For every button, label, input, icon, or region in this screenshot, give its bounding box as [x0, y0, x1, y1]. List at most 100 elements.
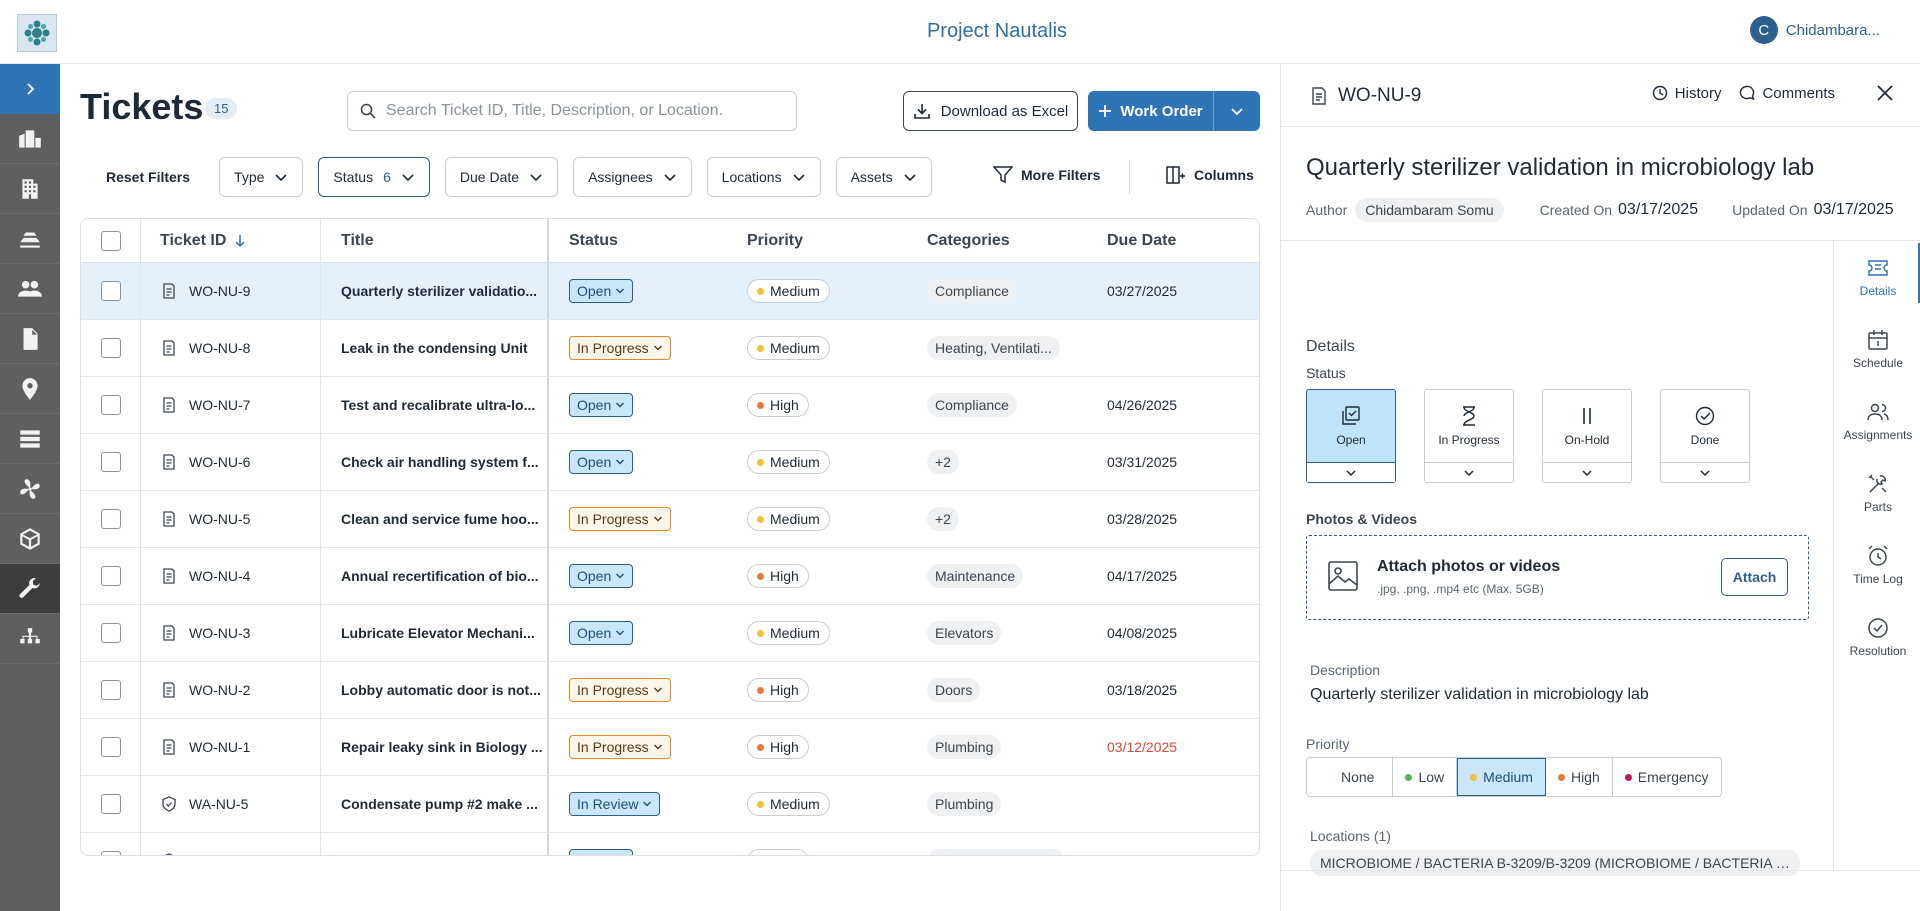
row-checkbox[interactable]: [100, 509, 121, 529]
sidebar-item-buildings[interactable]: [0, 114, 60, 164]
status-badge[interactable]: In Progress: [569, 507, 671, 531]
table-row[interactable]: WO-NU-9 Quarterly sterilizer validatio...…: [81, 263, 1259, 320]
priority-badge[interactable]: Medium: [747, 450, 830, 474]
search-box[interactable]: [347, 91, 797, 131]
ticket-title[interactable]: Condensate pump #2 make ...: [321, 776, 549, 832]
ticket-title[interactable]: Check air handling system f...: [321, 434, 549, 490]
column-status[interactable]: Status: [569, 231, 618, 249]
status-tile-on-hold[interactable]: On-Hold: [1542, 389, 1632, 483]
locations-filter[interactable]: Locations: [706, 157, 821, 197]
priority-badge[interactable]: High: [747, 735, 809, 759]
table-row[interactable]: WO-NU-3 Lubricate Elevator Mechani... Open…: [81, 605, 1259, 662]
status-badge[interactable]: Open: [569, 621, 634, 645]
ticket-id-cell[interactable]: WO-NU-8: [141, 320, 321, 376]
table-row[interactable]: WA-NU-5 Condensate pump #2 make ... In Rev…: [81, 776, 1259, 833]
ticket-title[interactable]: Leak in the condensing Unit: [321, 320, 549, 376]
row-checkbox[interactable]: [100, 794, 121, 814]
ticket-id-cell[interactable]: WO-NU-7: [141, 377, 321, 433]
column-due-date[interactable]: Due Date: [1107, 231, 1177, 249]
attach-button[interactable]: Attach: [1721, 558, 1788, 596]
row-checkbox[interactable]: [100, 737, 121, 757]
reset-filters-button[interactable]: Reset Filters: [106, 169, 191, 185]
search-input[interactable]: [386, 102, 786, 120]
priority-badge[interactable]: Medium: [747, 279, 830, 303]
status-badge[interactable]: Open: [569, 849, 634, 855]
ticket-title[interactable]: Clean and service fume hoo...: [321, 491, 549, 547]
sidebar-item-locations[interactable]: [0, 364, 60, 414]
ticket-title[interactable]: Lubricate Elevator Mechani...: [321, 605, 549, 661]
status-badge[interactable]: Open: [569, 279, 634, 303]
ticket-id-cell[interactable]: WO-NU-4: [141, 548, 321, 604]
column-categories[interactable]: Categories: [927, 231, 1010, 249]
row-checkbox[interactable]: [100, 452, 121, 472]
status-badge[interactable]: Open: [569, 564, 634, 588]
status-badge[interactable]: In Review: [569, 792, 661, 816]
rail-tab-details[interactable]: Details: [1835, 241, 1920, 313]
priority-option-medium[interactable]: Medium: [1457, 758, 1546, 796]
ticket-id-cell[interactable]: WO-NU-5: [141, 491, 321, 547]
table-row[interactable]: WO-NU-1 Repair leaky sink in Biology ... I…: [81, 719, 1259, 776]
sidebar-item-documents[interactable]: [0, 314, 60, 364]
table-row[interactable]: WO-NU-6 Check air handling system f... Ope…: [81, 434, 1259, 491]
close-icon[interactable]: [1875, 83, 1895, 103]
status-in-progress-dropdown[interactable]: [1425, 462, 1513, 482]
select-all-checkbox[interactable]: [100, 230, 121, 251]
column-title[interactable]: Title: [321, 219, 549, 262]
priority-option-none[interactable]: None: [1307, 758, 1394, 796]
ticket-id-cell[interactable]: WO-NU-1: [141, 719, 321, 775]
priority-badge[interactable]: Medium: [747, 336, 830, 360]
row-checkbox[interactable]: [100, 281, 121, 301]
columns-button[interactable]: Columns: [1166, 166, 1254, 184]
history-button[interactable]: History: [1652, 85, 1721, 102]
table-row[interactable]: WO-NU-5 Clean and service fume hoo... In P…: [81, 491, 1259, 548]
priority-badge[interactable]: Medium: [747, 792, 830, 816]
row-checkbox[interactable]: [100, 395, 121, 415]
sidebar-item-people[interactable]: [0, 264, 60, 314]
priority-badge[interactable]: High: [747, 678, 809, 702]
priority-badge[interactable]: High: [747, 849, 809, 855]
rail-tab-assignments[interactable]: Assignments: [1835, 385, 1920, 457]
table-row[interactable]: WO-NU-8 Leak in the condensing Unit In Pro…: [81, 320, 1259, 377]
priority-option-high[interactable]: High: [1546, 758, 1613, 796]
app-logo[interactable]: [17, 14, 57, 52]
attach-dropzone[interactable]: Attach photos or videos .jpg, .png, .mp4…: [1306, 535, 1809, 620]
priority-option-emergency[interactable]: Emergency: [1613, 758, 1721, 796]
status-badge[interactable]: In Progress: [569, 735, 671, 759]
sidebar-expand-button[interactable]: [0, 64, 60, 114]
ticket-title[interactable]: Lobby automatic door is not...: [321, 662, 549, 718]
ticket-id-cell[interactable]: WO-NU-6: [141, 434, 321, 490]
row-checkbox[interactable]: [100, 338, 121, 358]
ticket-id-cell[interactable]: WO-NU-3: [141, 605, 321, 661]
column-ticket-id[interactable]: Ticket ID: [141, 219, 321, 262]
work-order-dropdown-button[interactable]: [1214, 104, 1260, 118]
status-on-hold-dropdown[interactable]: [1543, 462, 1631, 482]
status-badge[interactable]: Open: [569, 393, 634, 417]
ticket-id-cell[interactable]: WA-NU-4: [141, 833, 321, 855]
ticket-title[interactable]: Quarterly sterilizer validatio...: [321, 263, 549, 319]
priority-badge[interactable]: High: [747, 564, 809, 588]
ticket-title[interactable]: Building B Restroom Boiler ...: [321, 833, 549, 855]
ticket-title[interactable]: Annual recertification of bio...: [321, 548, 549, 604]
status-tile-open[interactable]: Open: [1306, 389, 1396, 483]
location-chip[interactable]: MICROBIOME / BACTERIA B-3209/B-3209 (MIC…: [1310, 850, 1800, 876]
sidebar-item-work-orders[interactable]: [0, 564, 60, 614]
user-menu[interactable]: C Chidambara...: [1749, 16, 1880, 44]
row-checkbox[interactable]: [100, 851, 121, 855]
type-filter[interactable]: Type: [219, 157, 304, 197]
download-excel-button[interactable]: Download as Excel: [903, 91, 1078, 131]
sidebar-item-floors[interactable]: [0, 214, 60, 264]
priority-badge[interactable]: Medium: [747, 507, 830, 531]
assignees-filter[interactable]: Assignees: [573, 157, 692, 197]
priority-badge[interactable]: Medium: [747, 621, 830, 645]
table-row[interactable]: WO-NU-4 Annual recertification of bio... O…: [81, 548, 1259, 605]
rail-tab-time-log[interactable]: Time Log: [1835, 529, 1920, 601]
ticket-id-cell[interactable]: WA-NU-5: [141, 776, 321, 832]
status-badge[interactable]: In Progress: [569, 336, 671, 360]
sidebar-item-hierarchy[interactable]: [0, 614, 60, 664]
ticket-title[interactable]: Test and recalibrate ultra-lo...: [321, 377, 549, 433]
status-open-dropdown[interactable]: [1307, 462, 1395, 482]
row-checkbox[interactable]: [100, 680, 121, 700]
status-badge[interactable]: Open: [569, 450, 634, 474]
sidebar-item-hvac[interactable]: [0, 464, 60, 514]
table-row[interactable]: WO-NU-7 Test and recalibrate ultra-lo... O…: [81, 377, 1259, 434]
